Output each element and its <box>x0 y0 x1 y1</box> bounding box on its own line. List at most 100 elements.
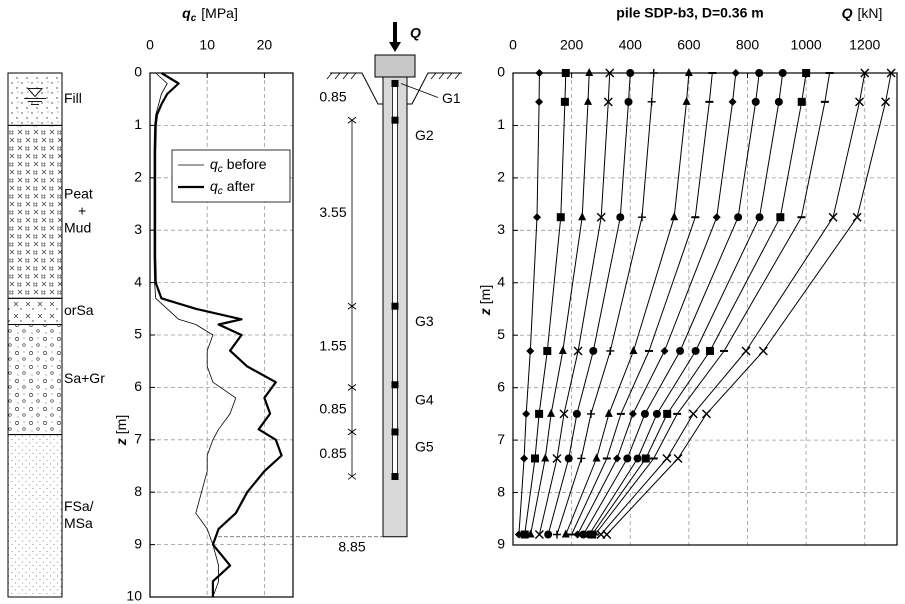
marker <box>628 409 637 418</box>
marker <box>670 212 679 221</box>
marker <box>660 346 669 355</box>
plot-background <box>513 73 897 545</box>
marker <box>606 346 615 355</box>
marker <box>552 530 561 539</box>
marker <box>520 530 529 539</box>
x-label-subscript: c <box>191 13 197 24</box>
soil-label: Peat <box>64 186 93 202</box>
marker <box>854 97 864 107</box>
gauge-label: G1 <box>442 90 461 106</box>
soil-label: Sa+Gr <box>64 370 105 386</box>
y-tick-label: 8 <box>497 483 505 499</box>
y-tick-label: 9 <box>497 536 505 552</box>
gauge-label: G5 <box>415 439 434 455</box>
marker <box>640 409 649 418</box>
y-label-symbol: z <box>113 438 129 446</box>
y-tick-label: 2 <box>497 169 505 185</box>
y-tick-label: 5 <box>134 326 142 342</box>
load-label: Q <box>410 25 421 41</box>
marker <box>602 530 612 540</box>
legend-box <box>171 149 291 203</box>
y-tick-label: 1 <box>134 116 142 132</box>
soil-label: MSa <box>64 515 93 531</box>
legend-subscript: c <box>218 186 223 197</box>
marker <box>596 212 606 222</box>
dimension-tick <box>347 384 357 391</box>
y-axis-label: z [m] <box>477 285 493 316</box>
gauge-label: G4 <box>415 391 434 407</box>
marker <box>778 69 787 77</box>
x-axis-label: Q [kN] <box>842 5 883 21</box>
legend-symbol: q <box>210 178 218 194</box>
y-label-symbol: z <box>477 308 493 316</box>
marker <box>535 409 544 418</box>
marker <box>701 409 711 419</box>
y-label-unit: [m] <box>477 285 493 304</box>
marker <box>577 454 586 463</box>
soil-label: + <box>78 203 86 219</box>
marker <box>673 453 683 463</box>
marker <box>552 453 562 463</box>
marker <box>633 454 642 463</box>
legend-name: after <box>227 178 255 194</box>
marker <box>616 213 625 222</box>
soil-layer <box>7 297 63 326</box>
y-tick-label: 2 <box>134 169 142 185</box>
marker <box>649 69 658 77</box>
legend-symbol: q <box>210 156 218 172</box>
marker <box>688 409 698 419</box>
x-tick-label: 600 <box>677 37 701 53</box>
gauge-leader <box>400 83 439 98</box>
marker <box>592 453 601 462</box>
y-tick-label: 7 <box>134 431 142 447</box>
y-tick-label: 0 <box>497 64 505 80</box>
load-arrow-head <box>389 42 401 52</box>
x-tick-label: 200 <box>560 37 584 53</box>
marker <box>624 97 633 106</box>
marker <box>589 346 598 355</box>
gauge <box>391 428 399 436</box>
x-tick-label: 1000 <box>791 37 822 53</box>
marker <box>604 408 613 417</box>
marker <box>572 409 581 418</box>
marker <box>626 69 635 77</box>
y-tick-label: 5 <box>497 326 505 342</box>
x-axis-label: qc [MPa] <box>182 5 238 24</box>
y-tick-label: 3 <box>134 221 142 237</box>
gauge-label: G2 <box>415 127 434 143</box>
soil-layer <box>7 72 63 126</box>
soil-label: Mud <box>64 220 91 236</box>
marker <box>797 97 806 106</box>
y-tick-label: 10 <box>126 588 142 604</box>
x-tick-label: 400 <box>619 37 643 53</box>
marker <box>556 213 565 222</box>
marker <box>886 68 896 78</box>
marker <box>573 346 583 356</box>
marker <box>605 68 615 78</box>
marker <box>584 96 593 105</box>
marker <box>535 97 544 106</box>
marker <box>734 213 743 222</box>
dimension-label: 1.55 <box>319 337 346 353</box>
marker <box>579 530 588 539</box>
y-axis-label: z [m] <box>113 415 129 446</box>
pile-cap <box>374 54 416 78</box>
marker <box>520 454 529 463</box>
marker <box>613 454 622 463</box>
x-label-symbol: Q <box>842 5 853 21</box>
y-tick-label: 3 <box>497 221 505 237</box>
soil-layer <box>7 434 63 598</box>
dimension-tick <box>347 428 357 436</box>
marker <box>547 408 556 417</box>
marker <box>755 213 764 222</box>
marker <box>533 213 542 222</box>
marker <box>881 97 891 107</box>
marker <box>852 212 862 222</box>
marker <box>561 69 570 77</box>
gauge-label: G3 <box>415 313 434 329</box>
marker <box>691 346 700 355</box>
legend-subscript: c <box>218 164 223 175</box>
y-tick-label: 6 <box>134 378 142 394</box>
x-label-unit: [kN] <box>858 5 883 21</box>
